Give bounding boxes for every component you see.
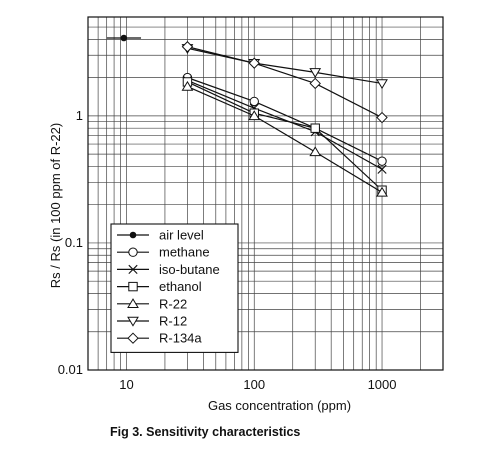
data-point [309, 77, 321, 90]
legend-label: iso-butane [159, 262, 220, 277]
series-r-22 [181, 80, 388, 197]
legend-entry-methane: methane [117, 245, 210, 260]
legend-marker [127, 316, 139, 327]
data-point [249, 96, 259, 107]
data-point [377, 164, 387, 174]
y-tick-label: 0.01 [58, 362, 83, 377]
legend-label: ethanol [159, 279, 202, 294]
legend-marker [127, 332, 139, 344]
data-point [248, 57, 260, 69]
data-point [309, 68, 322, 79]
x-tick-label: 100 [243, 377, 265, 392]
data-point [248, 110, 261, 121]
data-point [376, 111, 388, 124]
data-point [120, 34, 128, 42]
y-tick-label: 0.1 [65, 235, 83, 250]
legend-label: air level [159, 228, 204, 243]
plot-frame [87, 16, 444, 371]
x-tick-label: 1000 [368, 377, 397, 392]
series-r-134a [181, 41, 388, 124]
data-point [309, 146, 322, 157]
series-line-ethanol [187, 81, 383, 191]
legend-marker [127, 298, 139, 308]
data-point [376, 186, 388, 197]
x-marker-stroke [128, 264, 138, 274]
legend-entry-iso-butane: iso-butane [117, 262, 220, 277]
legend-label: R-22 [159, 296, 187, 311]
legend-entry-r-12: R-12 [117, 314, 187, 329]
series-line-methane [187, 77, 383, 162]
legend-label: R-12 [159, 314, 187, 329]
series-r-12 [181, 44, 388, 90]
series-line-r-22 [187, 86, 383, 193]
data-point [181, 80, 194, 91]
x-axis-title: Gas concentration (ppm) [208, 398, 351, 413]
x-marker-stroke [377, 164, 387, 174]
figure-caption: Fig 3. Sensitivity characteristics [110, 425, 301, 439]
y-tick-labels: 0.01 0.1 1 [58, 108, 83, 377]
series-layer [106, 34, 388, 197]
data-point [181, 41, 194, 53]
legend-marker [129, 231, 137, 239]
legend-entry-air-level: air level [117, 228, 204, 243]
legend-entry-ethanol: ethanol [117, 279, 202, 294]
legend-marker [128, 264, 138, 274]
series-line-iso-butane [187, 79, 383, 170]
y-axis-title: Rs / Rs (in 100 ppm of R-22) [48, 123, 63, 288]
series-air-level [106, 34, 142, 42]
legend: air level methane iso-butane ethanol R-22 R-1… [110, 223, 239, 353]
x-tick-label: 10 [119, 377, 133, 392]
legend-entry-r-134a: R-134a [117, 331, 202, 346]
x-tick-labels: 10 100 1000 [119, 377, 396, 392]
series-iso-butane [182, 75, 387, 174]
legend-label: R-134a [159, 331, 202, 346]
legend-marker [128, 281, 138, 292]
data-point [377, 156, 387, 166]
legend-entry-r-22: R-22 [117, 296, 187, 311]
series-line-r-134a [187, 46, 383, 119]
data-point [376, 79, 388, 90]
grid [87, 16, 444, 370]
legend-label: methane [159, 245, 210, 260]
series-line-r-12 [187, 47, 383, 85]
legend-marker [128, 247, 138, 257]
y-tick-label: 1 [76, 108, 83, 123]
data-point [310, 123, 320, 133]
